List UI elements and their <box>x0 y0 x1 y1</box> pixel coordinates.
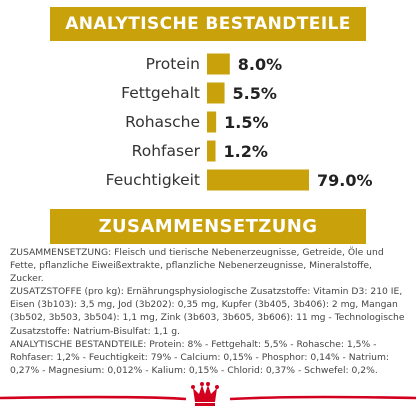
composition-text: ZUSAMMENSETZUNG: Fleisch und tierische N… <box>10 246 406 377</box>
bar <box>207 53 230 75</box>
crown-icon <box>191 382 219 406</box>
category-label: Fettgehalt <box>121 84 200 102</box>
additives-paragraph: ZUSATZSTOFFE (pro kg): Ernährungsphysiol… <box>10 286 405 337</box>
bar <box>207 140 216 162</box>
analysis-paragraph: ANALYTISCHE BESTANDTEILE: Protein: 8% - … <box>10 338 390 376</box>
footer-wave-right <box>229 395 416 401</box>
footer-wave-left <box>0 395 187 401</box>
bar <box>207 169 309 191</box>
composition-banner-title: ZUSAMMENSETZUNG <box>98 216 318 237</box>
value-label: 1.2% <box>224 142 268 161</box>
value-label: 5.5% <box>233 84 277 103</box>
value-label: 1.5% <box>224 113 268 132</box>
nutrient-bar-chart: Protein 8.0% Fettgehalt 5.5% Rohasche 1.5% Roh… <box>106 53 373 191</box>
bar <box>207 82 225 104</box>
category-label: Protein <box>146 55 200 73</box>
value-label: 8.0% <box>238 55 282 74</box>
bar <box>207 111 217 133</box>
analysis-banner-title: ANALYTISCHE BESTANDTEILE <box>65 14 351 34</box>
composition-banner: ZUSAMMENSETZUNG <box>50 209 366 244</box>
value-label: 79.0% <box>317 171 373 190</box>
composition-paragraph: ZUSAMMENSETZUNG: Fleisch und tierische N… <box>10 247 384 285</box>
category-label: Rohasche <box>125 113 200 131</box>
category-label: Rohfaser <box>132 142 201 160</box>
analysis-banner: ANALYTISCHE BESTANDTEILE <box>50 7 366 41</box>
footer <box>0 382 416 406</box>
category-label: Feuchtigkeit <box>106 171 200 189</box>
